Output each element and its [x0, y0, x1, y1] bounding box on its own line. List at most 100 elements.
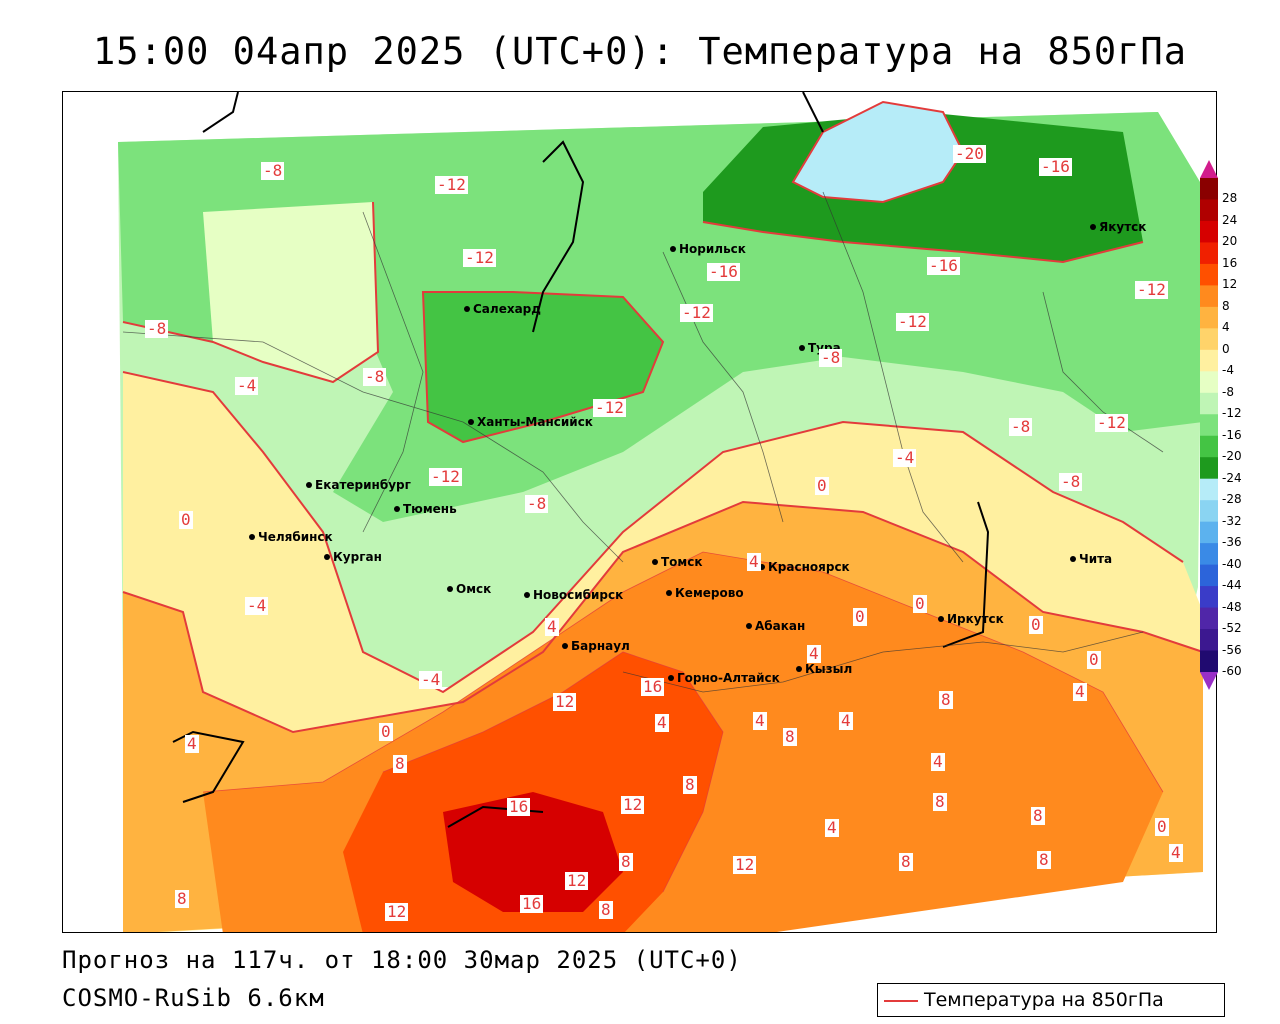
contour-label: -16: [707, 262, 740, 281]
field-band-minus20: [793, 102, 963, 202]
city-tomsk: Томск: [652, 555, 703, 569]
contour-label: 4: [753, 711, 767, 730]
colorbar-tick-label: -36: [1222, 535, 1242, 550]
colorbar-tick-label: -24: [1222, 470, 1242, 485]
city-krasnoyarsk: Красноярск: [759, 560, 850, 574]
colorbar-swatch: [1200, 629, 1218, 652]
contour-label: 4: [825, 818, 839, 837]
contour-label: 8: [619, 852, 633, 871]
contour-label: -8: [525, 494, 549, 513]
colorbar-bottom-arrow: [1200, 672, 1218, 690]
map-title: 15:00 04апр 2025 (UTC+0): Температура на…: [93, 30, 1187, 73]
colorbar-tick-label: -56: [1222, 642, 1242, 657]
city-abakan: Абакан: [745, 619, 806, 633]
city-chelyabinsk: Челябинск: [249, 530, 333, 544]
contour-label: 8: [1037, 850, 1051, 869]
contour-label: 4: [807, 644, 821, 663]
city-yakutsk: Якутск: [1089, 220, 1147, 234]
contour-label: 16: [520, 894, 544, 913]
contour-label: 4: [1073, 682, 1087, 701]
city-barnaul: Барнаул: [562, 639, 630, 653]
map-panel: Норильск Якутск Салехард Тура Ханты-Манс…: [62, 91, 1217, 933]
contour-label: 0: [913, 594, 927, 613]
colorbar-swatch: [1200, 242, 1218, 265]
contour-label: -12: [1095, 413, 1128, 432]
contour-lines-thin: [202, 551, 1164, 893]
colorbar-tick-label: -12: [1222, 406, 1242, 421]
contour-label: -4: [419, 670, 443, 689]
contour-label: 12: [553, 692, 577, 711]
legend-box: Температура на 850гПа: [877, 983, 1225, 1017]
contour-label: -12: [429, 467, 462, 486]
colorbar-swatch: [1200, 414, 1218, 437]
city-kurgan: Курган: [324, 550, 382, 564]
colorbar-swatch: [1200, 392, 1218, 415]
colorbar-swatch: [1200, 328, 1218, 351]
contour-label: 12: [385, 902, 409, 921]
colorbar-swatch: [1200, 586, 1218, 609]
contour-label: 8: [1031, 806, 1045, 825]
contour-label: -12: [463, 248, 496, 267]
contour-label: -12: [896, 312, 929, 331]
colorbar-tick-label: -28: [1222, 492, 1242, 507]
contour-label: 8: [783, 727, 797, 746]
colorbar-swatch: [1200, 306, 1218, 329]
contour-label: 8: [683, 775, 697, 794]
temperature-field-map: [118, 92, 1204, 932]
colorbar-swatch: [1200, 371, 1218, 394]
city-novosibirsk: Новосибирск: [523, 588, 624, 602]
colorbar-tick-label: -16: [1222, 427, 1242, 442]
colorbar-swatch: [1200, 457, 1218, 480]
city-ekaterinburg: Екатеринбург: [306, 478, 411, 492]
contour-label: -12: [1135, 280, 1168, 299]
contour-label: 0: [853, 607, 867, 626]
contour-label: -16: [1039, 157, 1072, 176]
contour-label: 12: [733, 855, 757, 874]
contour-label: 0: [1029, 615, 1043, 634]
city-omsk: Омск: [446, 582, 492, 596]
contour-label: 0: [1087, 650, 1101, 669]
city-kemerovo: Кемерово: [666, 586, 744, 600]
contour-label: -8: [145, 319, 169, 338]
temperature-colorbar: [1200, 160, 1218, 690]
colorbar-top-arrow: [1200, 160, 1218, 178]
city-gorno-altaysk: Горно-Алтайск: [668, 671, 780, 685]
legend-line-swatch: [884, 1000, 918, 1002]
contour-label: 0: [179, 510, 193, 529]
city-irkutsk: Иркутск: [938, 612, 1004, 626]
contour-label: 8: [393, 754, 407, 773]
legend-label: Температура на 850гПа: [924, 989, 1164, 1011]
contour-label: -4: [245, 596, 269, 615]
colorbar-tick-label: 8: [1222, 298, 1230, 313]
contour-label: -20: [953, 144, 986, 163]
colorbar-tick-label: -60: [1222, 664, 1242, 678]
contour-label: 16: [641, 677, 665, 696]
field-band-minus16-north: [423, 292, 663, 442]
contour-label: 12: [621, 795, 645, 814]
colorbar-tick-label: 0: [1222, 341, 1230, 356]
colorbar-swatch: [1200, 263, 1218, 286]
contour-label: 8: [933, 792, 947, 811]
model-info: COSMO-RuSib 6.6км: [62, 984, 325, 1012]
colorbar-tick-label: -44: [1222, 578, 1242, 593]
forecast-info: Прогноз на 117ч. от 18:00 30мар 2025 (UT…: [62, 946, 742, 974]
contour-label: -4: [893, 448, 917, 467]
colorbar-tick-label: -52: [1222, 621, 1242, 636]
colorbar-tick-label: -32: [1222, 513, 1242, 528]
contour-label: 4: [747, 552, 761, 571]
field-band-minus4-west: [203, 202, 378, 382]
colorbar-tick-label: -20: [1222, 449, 1242, 464]
city-chita: Чита: [1069, 552, 1113, 566]
contour-label: 12: [565, 871, 589, 890]
contour-label: -16: [927, 256, 960, 275]
city-khanty-mansiysk: Ханты-Мансийск: [468, 415, 593, 429]
contour-label: -8: [819, 348, 843, 367]
colorbar-tick-label: -4: [1222, 363, 1234, 378]
contour-label: -8: [261, 161, 285, 180]
colorbar-tick-label: 28: [1222, 191, 1238, 206]
contour-label: 8: [899, 852, 913, 871]
contour-label: -12: [593, 398, 626, 417]
city-kyzyl: Кызыл: [795, 662, 853, 676]
colorbar-swatch: [1200, 199, 1218, 222]
contour-label: 8: [939, 690, 953, 709]
